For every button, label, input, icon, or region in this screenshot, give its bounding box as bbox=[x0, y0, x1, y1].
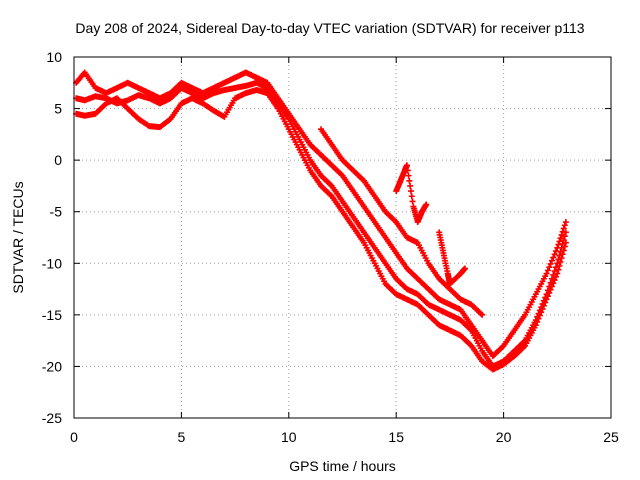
axis-ticks: 0 5 10 15 20 25 -25 -20 -15 -10 -5 0 5 10 bbox=[42, 49, 619, 445]
data-point bbox=[539, 306, 546, 313]
grid bbox=[74, 57, 611, 418]
data-point bbox=[556, 238, 563, 245]
data-point bbox=[556, 262, 563, 269]
data-point bbox=[552, 248, 559, 255]
y-tick-label: 10 bbox=[46, 49, 62, 65]
data-point bbox=[552, 273, 559, 280]
data-point bbox=[555, 266, 562, 273]
data-point bbox=[407, 188, 414, 195]
data-point bbox=[540, 302, 547, 309]
data-point bbox=[559, 251, 566, 258]
data-point bbox=[562, 219, 569, 226]
x-tick-label: 15 bbox=[388, 429, 404, 445]
data-point bbox=[555, 241, 562, 248]
y-tick-label: 0 bbox=[54, 152, 62, 168]
data-point bbox=[562, 239, 569, 246]
data-series-3 bbox=[73, 87, 569, 373]
x-axis-label: GPS time / hours bbox=[289, 458, 396, 474]
plot-frame bbox=[73, 56, 612, 419]
y-axis-label: SDTVAR / TECUs bbox=[10, 181, 26, 293]
chart-title: Day 208 of 2024, Sidereal Day-to-day VTE… bbox=[75, 20, 584, 36]
data-point bbox=[542, 299, 549, 306]
data-point bbox=[550, 280, 557, 287]
x-tick-label: 10 bbox=[281, 429, 297, 445]
data-point bbox=[406, 177, 413, 184]
data-point bbox=[546, 289, 553, 296]
data-point bbox=[536, 312, 543, 319]
data-series-5 bbox=[393, 162, 430, 226]
data-point bbox=[559, 228, 566, 235]
data-point bbox=[558, 255, 565, 262]
data-point bbox=[548, 257, 555, 264]
data-point bbox=[404, 167, 411, 174]
data-point bbox=[551, 251, 558, 258]
y-tick-label: -10 bbox=[42, 255, 62, 271]
data-point bbox=[534, 318, 541, 325]
x-tick-label: 0 bbox=[70, 429, 78, 445]
data-point bbox=[554, 270, 561, 277]
data-point bbox=[407, 182, 414, 189]
data-point bbox=[423, 201, 430, 208]
data-point bbox=[557, 258, 564, 265]
data-point bbox=[479, 311, 486, 318]
data-points bbox=[73, 69, 569, 373]
y-tick-label: -25 bbox=[42, 410, 62, 426]
data-point bbox=[543, 296, 550, 303]
data-point bbox=[561, 233, 568, 240]
data-point bbox=[551, 277, 558, 284]
x-tick-label: 5 bbox=[178, 429, 186, 445]
data-point bbox=[554, 244, 561, 251]
data-point bbox=[561, 222, 568, 229]
data-point bbox=[547, 286, 554, 293]
data-point bbox=[557, 235, 564, 242]
data-point bbox=[544, 267, 551, 274]
y-tick-label: 5 bbox=[54, 101, 62, 117]
data-point bbox=[532, 322, 539, 329]
data-point bbox=[544, 293, 551, 300]
data-point bbox=[403, 162, 410, 169]
y-tick-label: -20 bbox=[42, 358, 62, 374]
data-point bbox=[538, 309, 545, 316]
data-series-1 bbox=[73, 79, 569, 370]
x-tick-label: 20 bbox=[496, 429, 512, 445]
x-tick-label: 25 bbox=[603, 429, 619, 445]
data-series-2 bbox=[73, 69, 569, 360]
data-point bbox=[408, 193, 415, 200]
data-point bbox=[558, 231, 565, 238]
data-point bbox=[461, 265, 468, 272]
data-point bbox=[547, 260, 554, 267]
data-point bbox=[409, 198, 416, 205]
data-series-6 bbox=[436, 229, 468, 287]
data-point bbox=[560, 225, 567, 232]
y-tick-label: -15 bbox=[42, 307, 62, 323]
data-point bbox=[548, 283, 555, 290]
data-point bbox=[543, 270, 550, 277]
data-point bbox=[550, 254, 557, 261]
data-point bbox=[405, 172, 412, 179]
y-tick-label: -5 bbox=[50, 204, 63, 220]
data-point bbox=[560, 247, 567, 254]
data-point bbox=[561, 243, 568, 250]
data-series-4 bbox=[318, 126, 486, 318]
data-point bbox=[546, 264, 553, 271]
data-point bbox=[535, 315, 542, 322]
